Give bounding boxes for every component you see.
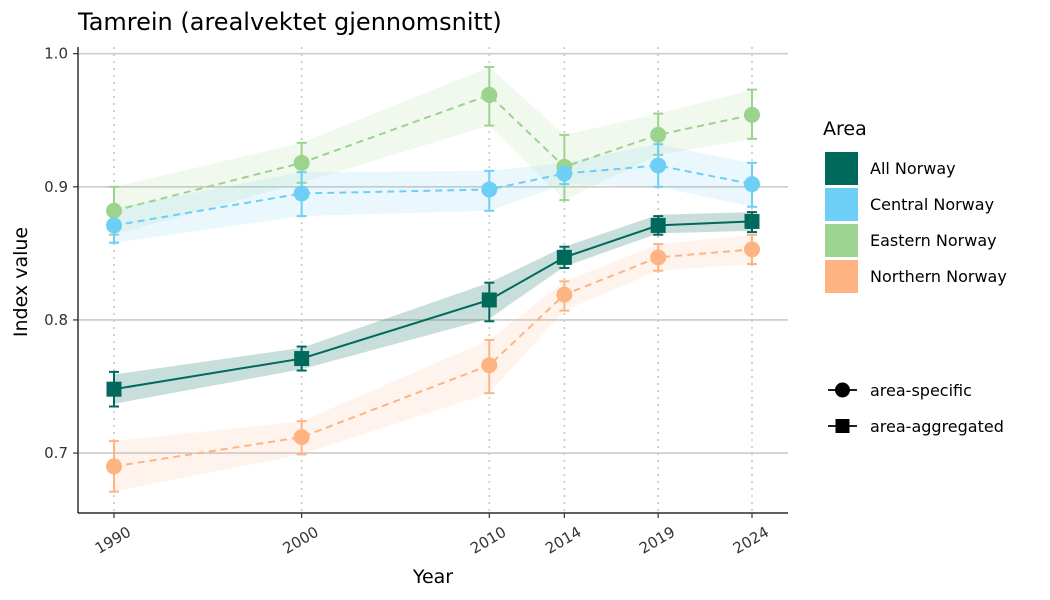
northern-norway-point-2019 [650,249,667,266]
x-tick-label: 1990 [92,523,134,558]
x-tick-label: 2014 [542,523,584,558]
eastern-norway-point-2010 [481,86,498,103]
legend-entry-central-norway: Central Norway [825,188,994,221]
all-norway-point-2000 [294,351,310,367]
y-axis-title: Index value [10,227,32,337]
all-norway-line [113,220,753,391]
y-tick-label: 0.7 [44,444,68,462]
central-norway-point-1990 [106,217,122,234]
legend-label-eastern-norway: Eastern Norway [870,231,997,250]
legend: Area All Norway Central Norway Eastern Nor… [823,118,1007,436]
central-norway-line [113,164,753,227]
legend-swatch-eastern-norway [825,224,858,257]
legend-entry-area-specific: area-specific [828,381,972,400]
legend-square-marker [835,419,850,433]
central-norway-point-2019 [650,157,667,174]
x-tick-label: 2010 [467,523,509,558]
legend-title: Area [823,118,867,140]
eastern-norway-point-2019 [650,126,667,143]
axes [77,47,788,514]
y-tick-label: 1.0 [44,45,68,63]
legend-entry-all-norway: All Norway [825,152,956,185]
northern-norway-line [113,248,753,468]
series-lines [113,93,753,468]
eastern-norway-point-2000 [293,154,310,171]
confidence-bands [114,66,752,492]
all-norway-point-2010 [481,292,497,308]
legend-swatch-all-norway [825,152,858,185]
northern-norway-point-1990 [106,458,122,475]
legend-circle-marker [835,382,850,398]
central-norway-point-2024 [744,176,760,193]
all-norway-point-2019 [650,217,666,233]
legend-entry-area-aggregated: area-aggregated [828,417,1004,436]
central-norway-point-2000 [293,185,310,202]
chart-title: Tamrein (arealvektet gjennomsnitt) [77,8,502,36]
northern-norway-point-2010 [481,357,498,374]
eastern-norway-point-1990 [106,202,122,219]
x-tick-label: 2019 [636,523,678,558]
eastern-norway-line [113,93,753,212]
legend-label-northern-norway: Northern Norway [870,267,1007,286]
x-tick-label: 2000 [280,523,322,558]
northern-norway-band [114,234,752,492]
central-norway-point-2014 [556,165,573,182]
eastern-norway-point-2024 [744,106,760,123]
legend-entry-northern-norway: Northern Norway [825,260,1007,293]
legend-entry-eastern-norway: Eastern Norway [825,224,997,257]
y-tick-label: 0.8 [44,311,68,329]
legend-label-central-norway: Central Norway [870,195,994,214]
legend-label-area-aggregated: area-aggregated [870,417,1004,436]
all-norway-point-1990 [106,381,122,397]
y-tick-label: 0.9 [44,178,68,196]
all-norway-band [114,212,752,404]
central-norway-band [114,144,752,243]
x-axis-title: Year [412,566,453,588]
legend-label-all-norway: All Norway [870,159,956,178]
y-axis-ticks: 0.7 0.8 0.9 1.0 [44,45,78,462]
legend-swatch-northern-norway [825,260,858,293]
legend-swatch-central-norway [825,188,858,221]
x-axis-ticks: 1990 2000 2010 2014 2019 2024 [92,513,772,558]
legend-color-entries: All Norway Central Norway Eastern Norway No… [825,152,1007,293]
legend-shape-entries: area-specific area-aggregated [828,381,1004,436]
data-points [106,86,760,475]
northern-norway-point-2000 [293,429,310,446]
all-norway-point-2024 [744,213,760,229]
x-tick-label: 2024 [730,523,772,558]
northern-norway-point-2014 [556,286,573,303]
northern-norway-point-2024 [744,241,760,258]
eastern-norway-band [114,66,752,235]
legend-label-area-specific: area-specific [870,381,972,400]
central-norway-point-2010 [481,181,498,198]
all-norway-point-2014 [556,249,572,265]
